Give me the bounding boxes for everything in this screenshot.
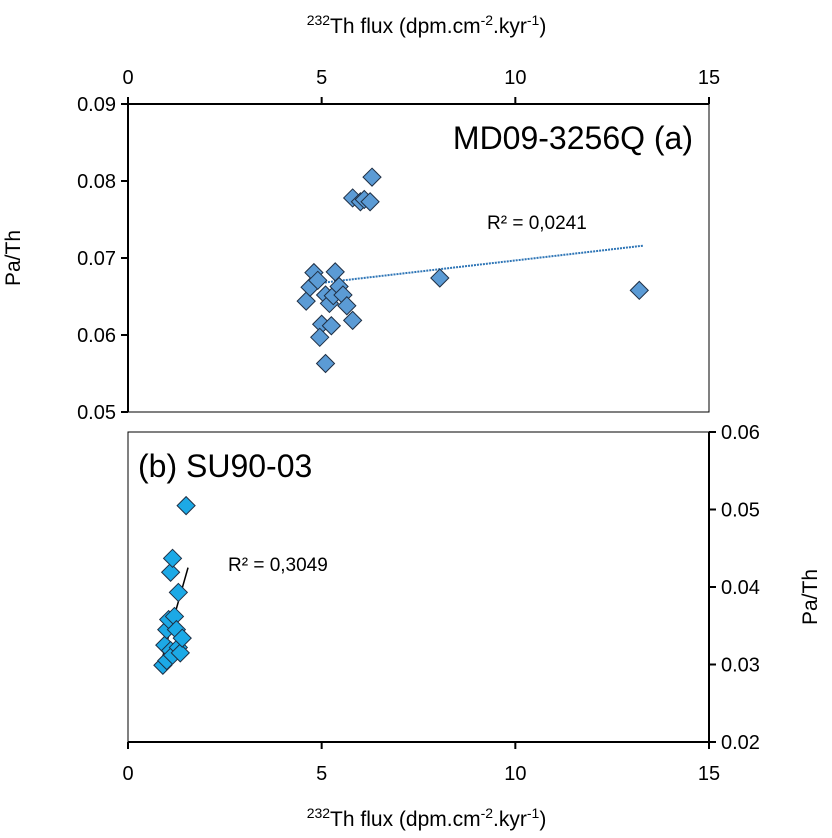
y-tick-label: 0.02 [721, 732, 760, 754]
x-axis-title-superscript: -2 [481, 12, 494, 28]
y-tick-label: 0.07 [77, 248, 116, 270]
data-point [296, 291, 316, 311]
y-tick-label: 0.06 [77, 325, 116, 347]
data-point [160, 562, 181, 582]
x-tick-label: 5 [316, 763, 327, 785]
data-point [342, 310, 363, 331]
data-point [162, 548, 183, 569]
data-point [325, 262, 345, 282]
panel-title: MD09-3256Q (a) [453, 120, 693, 156]
x-tick-label: 10 [504, 67, 526, 89]
y-tick-label: 0.09 [77, 94, 116, 116]
y-tick-label: 0.05 [721, 500, 760, 522]
data-point [170, 643, 190, 663]
x-axis-title-text: ) [539, 15, 546, 38]
y-tick-label: 0.05 [77, 402, 116, 424]
data-point [315, 353, 336, 374]
y-tick-label: 0.04 [721, 577, 760, 599]
panel-title: (b) SU90-03 [138, 448, 312, 484]
x-axis-title-text: Th flux (dpm.cm [330, 808, 481, 831]
x-tick-label: 15 [698, 763, 720, 785]
data-point [310, 327, 330, 348]
x-axis-title-superscript: -2 [481, 805, 494, 821]
y-tick-label: 0.06 [721, 422, 760, 444]
y-tick-label: 0.08 [77, 171, 116, 193]
data-point [362, 167, 382, 187]
y-axis-title: Pa/Th [799, 569, 822, 625]
panel-b-scatter: 0 5 10 150.02 0.03 0.04 0.05 0.06 232Th flux (dp… [122, 422, 822, 831]
data-point [308, 270, 328, 291]
x-axis-title-text: ) [539, 808, 546, 831]
x-axis-title-superscript: 232 [307, 12, 331, 28]
y-axis-title: Pa/Th [2, 230, 25, 286]
data-point [360, 192, 380, 212]
x-axis-title: 232Th flux (dpm.cm-2.kyr-1) [307, 12, 547, 38]
data-point [321, 316, 342, 336]
data-point [337, 296, 357, 316]
x-tick-label: 15 [698, 67, 720, 89]
data-point [430, 268, 450, 288]
panel-a-scatter: 0 5 10 15 0.05 0.06 0.07 0.08 0.09 232Th flux (dp… [2, 12, 720, 424]
x-axis-title-superscript: -1 [527, 805, 540, 821]
x-tick-label: 0 [122, 67, 133, 89]
x-axis-title-text: .kyr [493, 15, 527, 38]
r-squared-label: R² = 0,0241 [487, 213, 587, 234]
r-squared-label: R² = 0,3049 [228, 555, 328, 576]
data-point [629, 280, 649, 301]
x-axis-title-superscript: 232 [307, 805, 331, 821]
x-tick-label: 0 [122, 763, 133, 785]
trendline [309, 244, 644, 286]
x-tick-label: 5 [316, 67, 327, 89]
data-point [168, 582, 189, 603]
x-axis-title-text: Th flux (dpm.cm [330, 15, 481, 38]
x-axis-title: 232Th flux (dpm.cm-2.kyr-1) [307, 805, 547, 831]
x-tick-label: 10 [504, 763, 526, 785]
data-point [172, 628, 192, 648]
data-point [176, 495, 196, 516]
x-axis-title-text: .kyr [493, 808, 527, 831]
y-tick-label: 0.03 [721, 655, 760, 677]
x-axis-title-superscript: -1 [527, 12, 540, 28]
